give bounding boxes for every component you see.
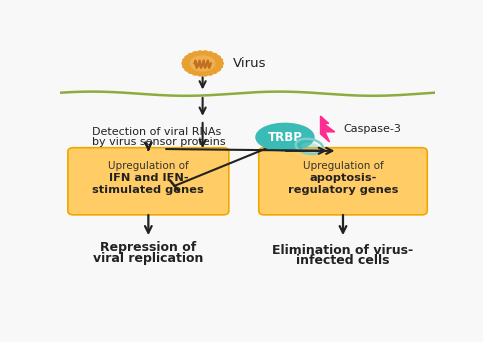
Ellipse shape	[190, 56, 215, 71]
Circle shape	[183, 58, 188, 62]
Text: Virus: Virus	[233, 57, 266, 70]
Circle shape	[215, 56, 220, 60]
Text: Detection of viral RNAs: Detection of viral RNAs	[92, 127, 221, 137]
Circle shape	[217, 58, 223, 62]
Text: by virus sensor proteins: by virus sensor proteins	[92, 137, 226, 147]
Text: apoptosis-: apoptosis-	[309, 173, 377, 183]
Text: Repression of: Repression of	[100, 241, 197, 254]
Circle shape	[215, 67, 220, 71]
Circle shape	[208, 52, 213, 55]
Polygon shape	[321, 116, 335, 142]
Text: Elimination of virus-: Elimination of virus-	[272, 244, 413, 257]
Text: stimulated genes: stimulated genes	[92, 185, 204, 196]
Circle shape	[218, 62, 223, 65]
Circle shape	[183, 65, 188, 68]
Text: viral replication: viral replication	[93, 252, 203, 265]
Circle shape	[185, 56, 190, 60]
Text: Caspase-3: Caspase-3	[343, 124, 401, 134]
Circle shape	[202, 51, 208, 55]
Circle shape	[208, 71, 213, 75]
Circle shape	[202, 72, 208, 76]
FancyBboxPatch shape	[68, 148, 229, 215]
Circle shape	[185, 67, 190, 71]
Circle shape	[188, 70, 194, 74]
Circle shape	[193, 71, 198, 75]
Ellipse shape	[256, 123, 314, 151]
Circle shape	[198, 72, 203, 76]
Text: TRBP: TRBP	[268, 131, 302, 144]
Circle shape	[182, 62, 187, 65]
Ellipse shape	[301, 142, 319, 152]
Text: regulatory genes: regulatory genes	[288, 185, 398, 196]
Circle shape	[217, 65, 223, 68]
Text: Upregulation of: Upregulation of	[108, 161, 189, 171]
Circle shape	[212, 70, 217, 74]
Circle shape	[198, 51, 203, 55]
Ellipse shape	[187, 54, 218, 73]
Circle shape	[212, 53, 217, 57]
Circle shape	[193, 52, 198, 55]
Circle shape	[188, 53, 194, 57]
Text: IFN and IFN-: IFN and IFN-	[109, 173, 188, 183]
Text: Upregulation of: Upregulation of	[303, 161, 384, 171]
FancyBboxPatch shape	[259, 148, 427, 215]
Text: infected cells: infected cells	[296, 254, 390, 267]
